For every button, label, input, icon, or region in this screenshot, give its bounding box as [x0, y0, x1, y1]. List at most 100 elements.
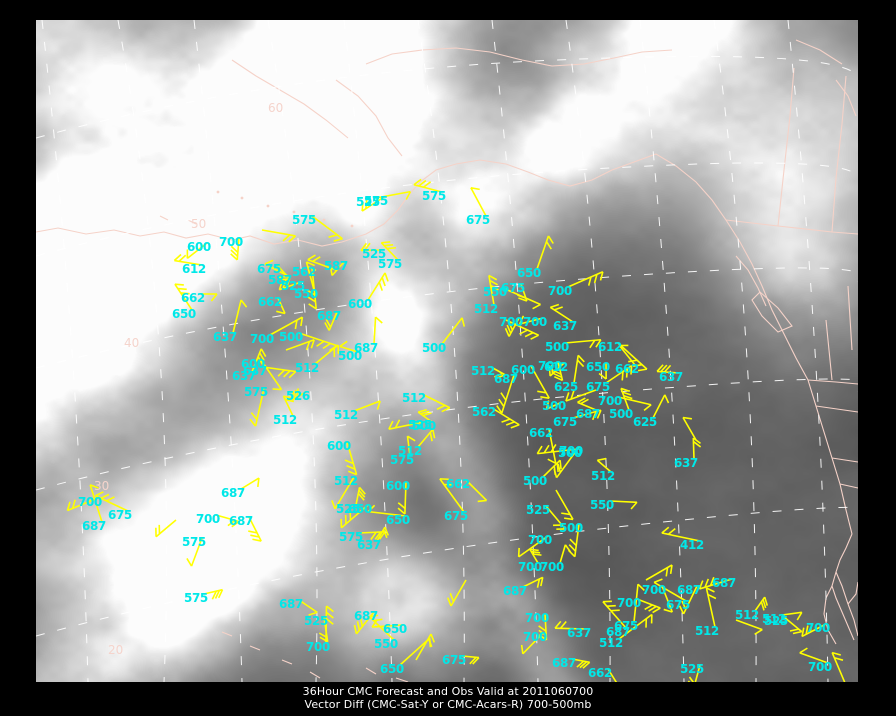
latitude-label: 30	[94, 479, 110, 493]
pressure-level-label: 700	[78, 495, 102, 509]
pressure-level-label: 600	[241, 357, 265, 371]
pressure-level-label: 687	[606, 625, 630, 639]
latitude-label: 60	[268, 101, 284, 115]
pressure-level-label: 637	[232, 369, 256, 383]
caption-block: 36Hour CMC Forecast and Obs Valid at 201…	[0, 685, 896, 716]
pressure-level-label: 525	[356, 195, 380, 209]
pressure-level-label: 525	[362, 247, 386, 261]
pressure-level-label: 612	[544, 360, 568, 374]
pressure-level-label: 700	[598, 394, 622, 408]
pressure-level-label: 700	[808, 660, 832, 674]
pressure-level-label: 575	[364, 194, 388, 208]
pressure-level-label: 650	[380, 662, 404, 676]
pressure-level-label: 512	[334, 408, 358, 422]
pressure-level-label: 500	[609, 407, 633, 421]
pressure-level-label: 675	[586, 380, 610, 394]
pressure-level-label: 662	[588, 666, 612, 680]
pressure-level-label: 525	[336, 502, 360, 516]
pressure-level-label: 650	[348, 502, 372, 516]
pressure-level-label: 500	[422, 341, 446, 355]
pressure-level-label: 637	[659, 370, 683, 384]
pressure-level-label: 637	[825, 681, 849, 682]
pressure-level-label: 700	[559, 444, 583, 458]
pressure-level-label: 662	[615, 362, 639, 376]
pressure-level-label: 625	[633, 415, 657, 429]
pressure-level-label: 525	[526, 503, 550, 517]
pressure-level-label: 587	[324, 259, 348, 273]
pressure-level-label: 675	[614, 619, 638, 633]
pressure-level-label: 637	[357, 538, 381, 552]
infrared-satellite-imagery	[36, 20, 858, 682]
pressure-level-label: 500	[523, 474, 547, 488]
pressure-level-label: 575	[184, 591, 208, 605]
pressure-level-label: 700	[538, 359, 562, 373]
pressure-level-label: 562	[292, 265, 316, 279]
pressure-level-label: 700	[250, 332, 274, 346]
pressure-level-label: 662	[529, 426, 553, 440]
pressure-level-label: 687	[229, 514, 253, 528]
pressure-level-label: 650	[586, 360, 610, 374]
pressure-level-label: 525	[680, 662, 704, 676]
pressure-level-label: 500	[279, 330, 303, 344]
pressure-level-label: 700	[523, 630, 547, 644]
pressure-level-label: 512	[599, 636, 623, 650]
pressure-level-label: 612	[182, 262, 206, 276]
pressure-level-label: 500	[559, 521, 583, 535]
caption-line-1: 36Hour CMC Forecast and Obs Valid at 201…	[302, 685, 594, 698]
pressure-level-label: 700	[306, 640, 330, 654]
pressure-level-label: 700	[523, 315, 547, 329]
pressure-level-label: 700	[617, 596, 641, 610]
pressure-level-label: 700	[528, 533, 552, 547]
geography-overlay	[36, 39, 858, 682]
pressure-level-label: 526	[286, 389, 310, 403]
pressure-level-label: 675	[501, 281, 525, 295]
pressure-level-label: 600	[187, 240, 211, 254]
pressure-level-label: 512	[735, 608, 759, 622]
pressure-level-label: 512	[398, 444, 422, 458]
pressure-level-label: 700	[642, 583, 666, 597]
pressure-level-label: 575	[422, 189, 446, 203]
pressure-level-label: 687	[221, 486, 245, 500]
pressure-level-label: 600	[386, 479, 410, 493]
pressure-level-label: 512	[471, 364, 495, 378]
pressure-level-label: 675	[466, 213, 490, 227]
pressure-level-label: 500	[542, 399, 566, 413]
pressure-level-label: 675	[553, 415, 577, 429]
pressure-level-label: 500	[338, 349, 362, 363]
pressure-level-label: 512	[273, 413, 297, 427]
pressure-level-label: 687	[494, 372, 518, 386]
pressure-level-label: 550	[590, 498, 614, 512]
pressure-level-label: 675	[108, 508, 132, 522]
pressure-level-label: 550	[294, 287, 318, 301]
pressure-level-label: 687	[576, 407, 600, 421]
pressure-level-label: 687	[354, 609, 378, 623]
pressure-level-label: 575	[244, 385, 268, 399]
pressure-level-label: 675	[442, 653, 466, 667]
pressure-level-label: 637	[243, 364, 267, 378]
pressure-level-label: 587	[268, 273, 292, 287]
pressure-level-label: 512	[474, 302, 498, 316]
pressure-level-label: 625	[554, 380, 578, 394]
pressure-level-label: 575	[292, 213, 316, 227]
pressure-level-label: 650	[517, 266, 541, 280]
pressure-level-label: 637	[553, 319, 577, 333]
pressure-level-label: 700	[525, 611, 549, 625]
pressure-level-label: 687	[82, 519, 106, 533]
pressure-level-label: 612	[598, 340, 622, 354]
pressure-level-label: 687	[677, 583, 701, 597]
pressure-level-label: 637	[567, 626, 591, 640]
pressure-level-label: 700	[219, 235, 243, 249]
pressure-level-label: 650	[383, 622, 407, 636]
pressure-level-label: 512	[334, 474, 358, 488]
pressure-level-label: 575	[390, 453, 414, 467]
pressure-level-label: 637	[674, 456, 698, 470]
satellite-image-plate: 662 675 700 600 612 650 637 700 500 662 687 525 587 5…	[36, 20, 858, 682]
pressure-level-label: 687	[503, 584, 527, 598]
pressure-level-label: 600	[511, 363, 535, 377]
pressure-level-label: 700	[540, 560, 564, 574]
pressure-level-label: 550	[483, 285, 507, 299]
pressure-level-label: 562	[472, 405, 496, 419]
latitude-label: 40	[124, 336, 140, 350]
caption-line-2: Vector Diff (CMC-Sat-Y or CMC-Acars-R) 7…	[304, 698, 592, 711]
pressure-level-label: 575	[378, 257, 402, 271]
